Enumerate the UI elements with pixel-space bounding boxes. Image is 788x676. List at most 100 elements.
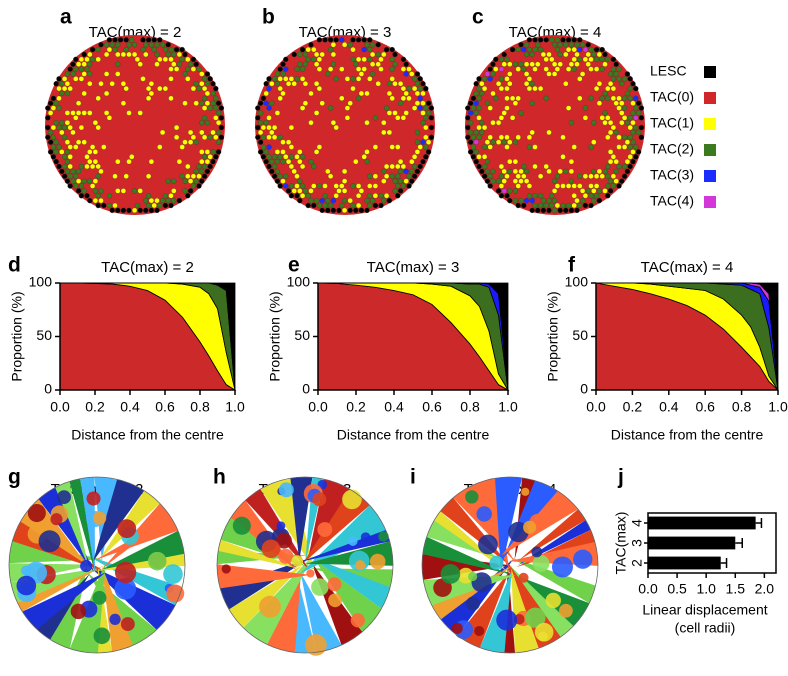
cell <box>103 51 110 58</box>
cell <box>218 124 225 131</box>
cell <box>554 202 561 209</box>
cell <box>630 159 636 165</box>
cell <box>336 188 342 194</box>
cell <box>473 129 479 136</box>
cell <box>171 178 177 184</box>
cell <box>333 193 339 199</box>
cell <box>145 173 152 179</box>
cell <box>591 139 597 145</box>
cell <box>560 134 566 140</box>
cell <box>568 178 575 184</box>
cell <box>313 197 320 204</box>
cell <box>316 37 323 43</box>
cell <box>490 120 496 126</box>
panel-title: TAC(max) = 4 <box>509 24 602 41</box>
cell <box>378 56 384 63</box>
cell <box>70 61 76 67</box>
cell <box>507 168 513 175</box>
cell <box>327 46 334 53</box>
clone-patch <box>518 572 529 583</box>
cell <box>56 163 62 170</box>
cell <box>409 159 415 165</box>
legend-swatch <box>704 170 716 182</box>
cell <box>529 51 535 58</box>
cell <box>383 46 390 53</box>
cell <box>288 76 295 82</box>
cell <box>67 173 73 179</box>
cell <box>529 61 535 67</box>
cell <box>53 100 59 106</box>
cell <box>375 42 381 48</box>
cell <box>532 163 538 170</box>
cell <box>92 120 99 126</box>
cell <box>173 134 180 140</box>
cell <box>271 134 278 140</box>
legend-label: TAC(1) <box>650 115 694 131</box>
cell <box>565 183 572 189</box>
cell <box>112 37 118 43</box>
clone-patch <box>350 613 365 628</box>
cell <box>101 144 107 150</box>
cell <box>392 51 398 58</box>
cell <box>540 207 547 214</box>
cell <box>266 76 272 82</box>
x-axis-label: (cell radii) <box>675 620 736 636</box>
cell <box>316 56 323 63</box>
cell <box>75 188 82 194</box>
cell <box>84 66 90 72</box>
cell <box>87 149 93 155</box>
cell <box>593 46 600 53</box>
cell <box>487 144 493 150</box>
clone <box>38 487 95 573</box>
cell <box>557 61 563 67</box>
cell <box>313 51 320 58</box>
cell <box>103 71 110 77</box>
cell <box>392 110 398 116</box>
cell <box>490 139 496 145</box>
cell <box>50 134 57 140</box>
cell <box>621 134 628 140</box>
cell <box>616 183 622 189</box>
cell <box>59 81 65 87</box>
cell <box>255 105 261 111</box>
cell <box>215 149 222 155</box>
cell <box>305 193 311 199</box>
cell <box>187 129 194 136</box>
cell <box>481 154 488 160</box>
panel-title: TAC(max) = 2 <box>89 24 182 41</box>
cell <box>596 197 603 204</box>
cell <box>95 163 101 170</box>
cell <box>481 124 488 131</box>
cell <box>630 81 636 87</box>
cell <box>498 66 505 72</box>
cell <box>509 95 516 101</box>
cell <box>369 71 376 77</box>
cell <box>288 163 295 170</box>
cell <box>355 66 362 72</box>
cell <box>350 85 356 92</box>
cell <box>395 193 401 199</box>
cell <box>537 46 544 53</box>
cell <box>159 129 166 136</box>
cell <box>428 134 435 140</box>
cell <box>64 178 71 184</box>
cell <box>358 90 365 97</box>
cell <box>283 76 289 82</box>
cell <box>213 95 219 101</box>
cell <box>467 129 474 136</box>
cell <box>627 85 633 92</box>
clone <box>479 570 512 653</box>
cell <box>591 120 597 126</box>
cell <box>56 144 62 150</box>
cell <box>420 120 426 126</box>
cell <box>350 202 356 209</box>
cell <box>196 183 202 189</box>
clone <box>22 572 106 630</box>
cell <box>277 95 283 101</box>
cell <box>599 95 605 101</box>
cell <box>582 105 589 111</box>
x-axis-label: Linear displacement <box>642 602 767 618</box>
cell <box>537 193 544 199</box>
cell <box>355 202 362 209</box>
cell <box>50 144 57 150</box>
